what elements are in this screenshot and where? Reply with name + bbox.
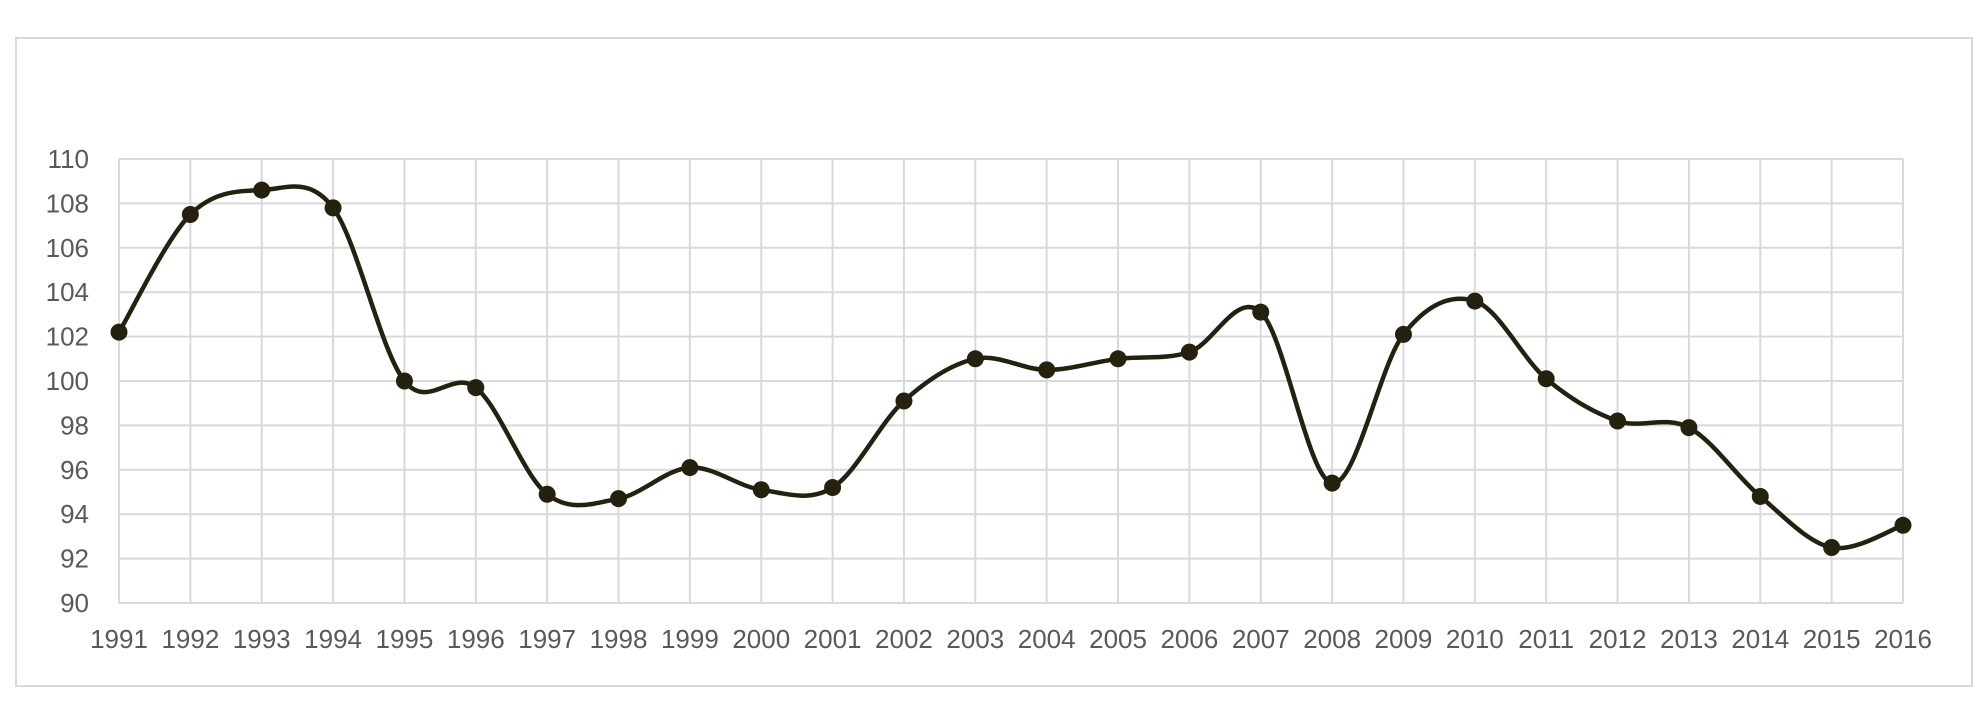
x-tick-label: 1992 (161, 624, 219, 654)
data-point (1394, 325, 1412, 343)
x-tick-label: 2010 (1446, 624, 1504, 654)
x-tick-label: 1996 (447, 624, 505, 654)
data-point (467, 379, 485, 397)
x-tick-label: 2007 (1232, 624, 1290, 654)
gridlines (118, 158, 1904, 604)
y-tick-label: 106 (46, 233, 89, 263)
data-point (324, 199, 342, 217)
x-tick-label: 2002 (875, 624, 933, 654)
data-point (1751, 487, 1769, 505)
x-tick-label: 2005 (1089, 624, 1147, 654)
data-point (253, 181, 271, 199)
x-tick-label: 1994 (304, 624, 362, 654)
x-tick-label: 1991 (90, 624, 148, 654)
data-point-markers (110, 181, 1912, 556)
data-point (1180, 343, 1198, 361)
data-point (1823, 539, 1841, 556)
x-tick-label: 2003 (946, 624, 1004, 654)
x-tick-label: 2016 (1874, 624, 1932, 654)
y-tick-label: 110 (48, 144, 89, 174)
y-tick-label: 102 (46, 322, 89, 352)
data-point (681, 459, 699, 477)
data-point (1894, 516, 1912, 534)
data-point (395, 372, 413, 390)
x-tick-label: 1993 (233, 624, 291, 654)
x-tick-label: 2015 (1803, 624, 1861, 654)
x-tick-label: 2000 (732, 624, 790, 654)
data-point (1466, 292, 1484, 310)
y-axis-tick-labels: 90 92 94 96 98 100 102 104 106 108 110 (46, 144, 89, 618)
data-point (752, 481, 770, 499)
data-point (110, 323, 128, 341)
x-tick-label: 1998 (590, 624, 648, 654)
data-point (1252, 303, 1270, 321)
data-point (966, 350, 984, 368)
x-tick-label: 2004 (1018, 624, 1076, 654)
series-line (116, 184, 1906, 551)
data-point (1609, 412, 1627, 430)
data-point (1109, 350, 1127, 368)
y-tick-label: 98 (60, 410, 89, 440)
data-point (1323, 474, 1341, 492)
x-tick-label: 2014 (1731, 624, 1789, 654)
x-tick-label: 1999 (661, 624, 719, 654)
y-tick-label: 90 (60, 588, 89, 618)
data-point (1038, 361, 1056, 379)
data-point (1537, 370, 1555, 388)
chart-area: 90 92 94 96 98 100 102 104 106 108 110 1991 1992 199… (15, 37, 1973, 687)
x-tick-label: 1995 (376, 624, 434, 654)
y-tick-label: 104 (46, 277, 89, 307)
data-point (895, 392, 913, 410)
x-axis-tick-labels: 1991 1992 1993 1994 1995 1996 1997 1998 1999 2000… (90, 624, 1932, 654)
y-tick-label: 100 (46, 366, 89, 396)
data-point (538, 485, 556, 503)
y-tick-label: 92 (60, 544, 89, 574)
x-tick-label: 2011 (1518, 624, 1574, 654)
x-tick-label: 1997 (518, 624, 576, 654)
x-tick-label: 2009 (1375, 624, 1433, 654)
x-tick-label: 2008 (1303, 624, 1361, 654)
x-tick-label: 2013 (1660, 624, 1718, 654)
data-point (610, 490, 628, 508)
x-tick-label: 2012 (1589, 624, 1647, 654)
data-point (181, 206, 199, 223)
y-tick-label: 96 (60, 455, 89, 485)
x-tick-label: 2006 (1160, 624, 1218, 654)
data-point (824, 479, 842, 497)
y-tick-label: 108 (46, 188, 89, 218)
y-tick-label: 94 (60, 499, 89, 529)
data-point (1680, 419, 1698, 437)
x-tick-label: 2001 (804, 624, 862, 654)
